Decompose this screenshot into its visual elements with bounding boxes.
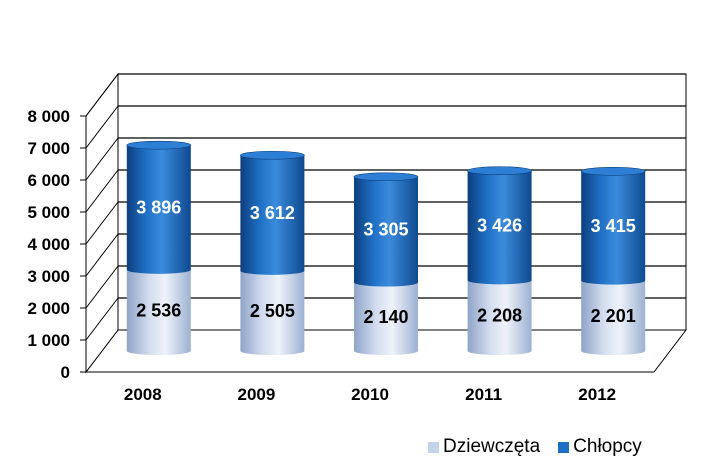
legend: Dziewczęta Chłopcy xyxy=(428,436,642,458)
bar-group-2012: 2 201 3 415 xyxy=(580,166,646,355)
bar-chlopcy xyxy=(354,176,418,287)
data-label-chlopcy: 3 896 xyxy=(136,198,181,218)
gridline-side xyxy=(85,169,119,213)
legend-item-chlopcy: Chłopcy xyxy=(558,436,642,458)
x-tick-label: 2008 xyxy=(124,385,162,404)
legend-swatch-chlopcy xyxy=(558,441,570,453)
y-tick-label: 2 000 xyxy=(27,299,70,318)
x-tick-label: 2010 xyxy=(351,385,389,404)
legend-swatch-dziewczeta xyxy=(428,441,439,453)
bar-dziewczeta xyxy=(354,282,418,355)
bar-chlopcy xyxy=(581,171,646,285)
y-tick-label: 6 000 xyxy=(27,171,70,190)
bar-chlopcy-top xyxy=(240,150,305,160)
bar-chlopcy-top xyxy=(353,172,419,182)
bars: 2 536 3 896 2 505 3 612 2 140 3 305 2 208 3 426… xyxy=(126,140,646,355)
data-label-dziewczeta: 2 208 xyxy=(477,306,522,326)
x-tick-label: 2009 xyxy=(237,385,275,404)
x-tick-label: 2012 xyxy=(578,385,616,404)
data-label-chlopcy: 3 612 xyxy=(250,203,295,223)
bar-chlopcy xyxy=(467,170,532,285)
data-label-chlopcy: 3 426 xyxy=(477,216,522,236)
bar-chlopcy xyxy=(240,155,305,275)
bar-chlopcy-top xyxy=(467,166,532,176)
gridline-side xyxy=(85,297,119,341)
bar-dziewczeta xyxy=(126,269,191,355)
data-label-dziewczeta: 2 505 xyxy=(250,301,295,321)
bar-dziewczeta xyxy=(467,280,532,355)
x-tick-label: 2011 xyxy=(465,385,502,404)
bar-group-2008: 2 536 3 896 xyxy=(126,140,192,355)
bar-chlopcy-top xyxy=(126,140,192,150)
bar-dziewczeta xyxy=(581,280,646,355)
bar-group-2009: 2 505 3 612 xyxy=(240,150,305,355)
data-label-chlopcy: 3 415 xyxy=(591,216,636,236)
data-label-dziewczeta: 2 536 xyxy=(136,300,181,320)
y-tick-label: 8 000 xyxy=(27,107,70,126)
gridline-side xyxy=(85,201,119,245)
y-tick-label: 7 000 xyxy=(27,139,70,158)
gridline-side xyxy=(85,265,119,309)
bar-group-2011: 2 208 3 426 xyxy=(467,166,532,355)
y-tick-label: 0 xyxy=(61,363,70,382)
gridline-side xyxy=(85,233,119,277)
data-label-dziewczeta: 2 140 xyxy=(363,307,408,327)
gridline-side xyxy=(85,105,119,149)
y-tick-label: 1 000 xyxy=(27,331,70,350)
legend-label-dziewczeta: Dziewczęta xyxy=(443,436,541,457)
legend-item-dziewczeta: Dziewczęta xyxy=(428,436,540,458)
y-axis: 0 1 000 2 000 3 000 4 000 5 000 6 000 7 000 8 00… xyxy=(27,107,86,382)
legend-label-chlopcy: Chłopcy xyxy=(573,436,642,457)
bar-dziewczeta xyxy=(240,270,305,355)
y-tick-label: 5 000 xyxy=(27,203,70,222)
gridline-side xyxy=(85,73,119,117)
data-label-chlopcy: 3 305 xyxy=(363,220,408,240)
bar-group-2010: 2 140 3 305 xyxy=(353,172,419,355)
bar-chlopcy-top xyxy=(580,166,646,176)
gridline-side xyxy=(85,137,119,181)
y-tick-label: 4 000 xyxy=(27,235,70,254)
x-axis: 2008 2009 2010 2011 2012 xyxy=(124,385,616,404)
bar-chlopcy xyxy=(126,145,191,274)
y-tick-label: 3 000 xyxy=(27,267,70,286)
data-label-dziewczeta: 2 201 xyxy=(591,306,636,326)
